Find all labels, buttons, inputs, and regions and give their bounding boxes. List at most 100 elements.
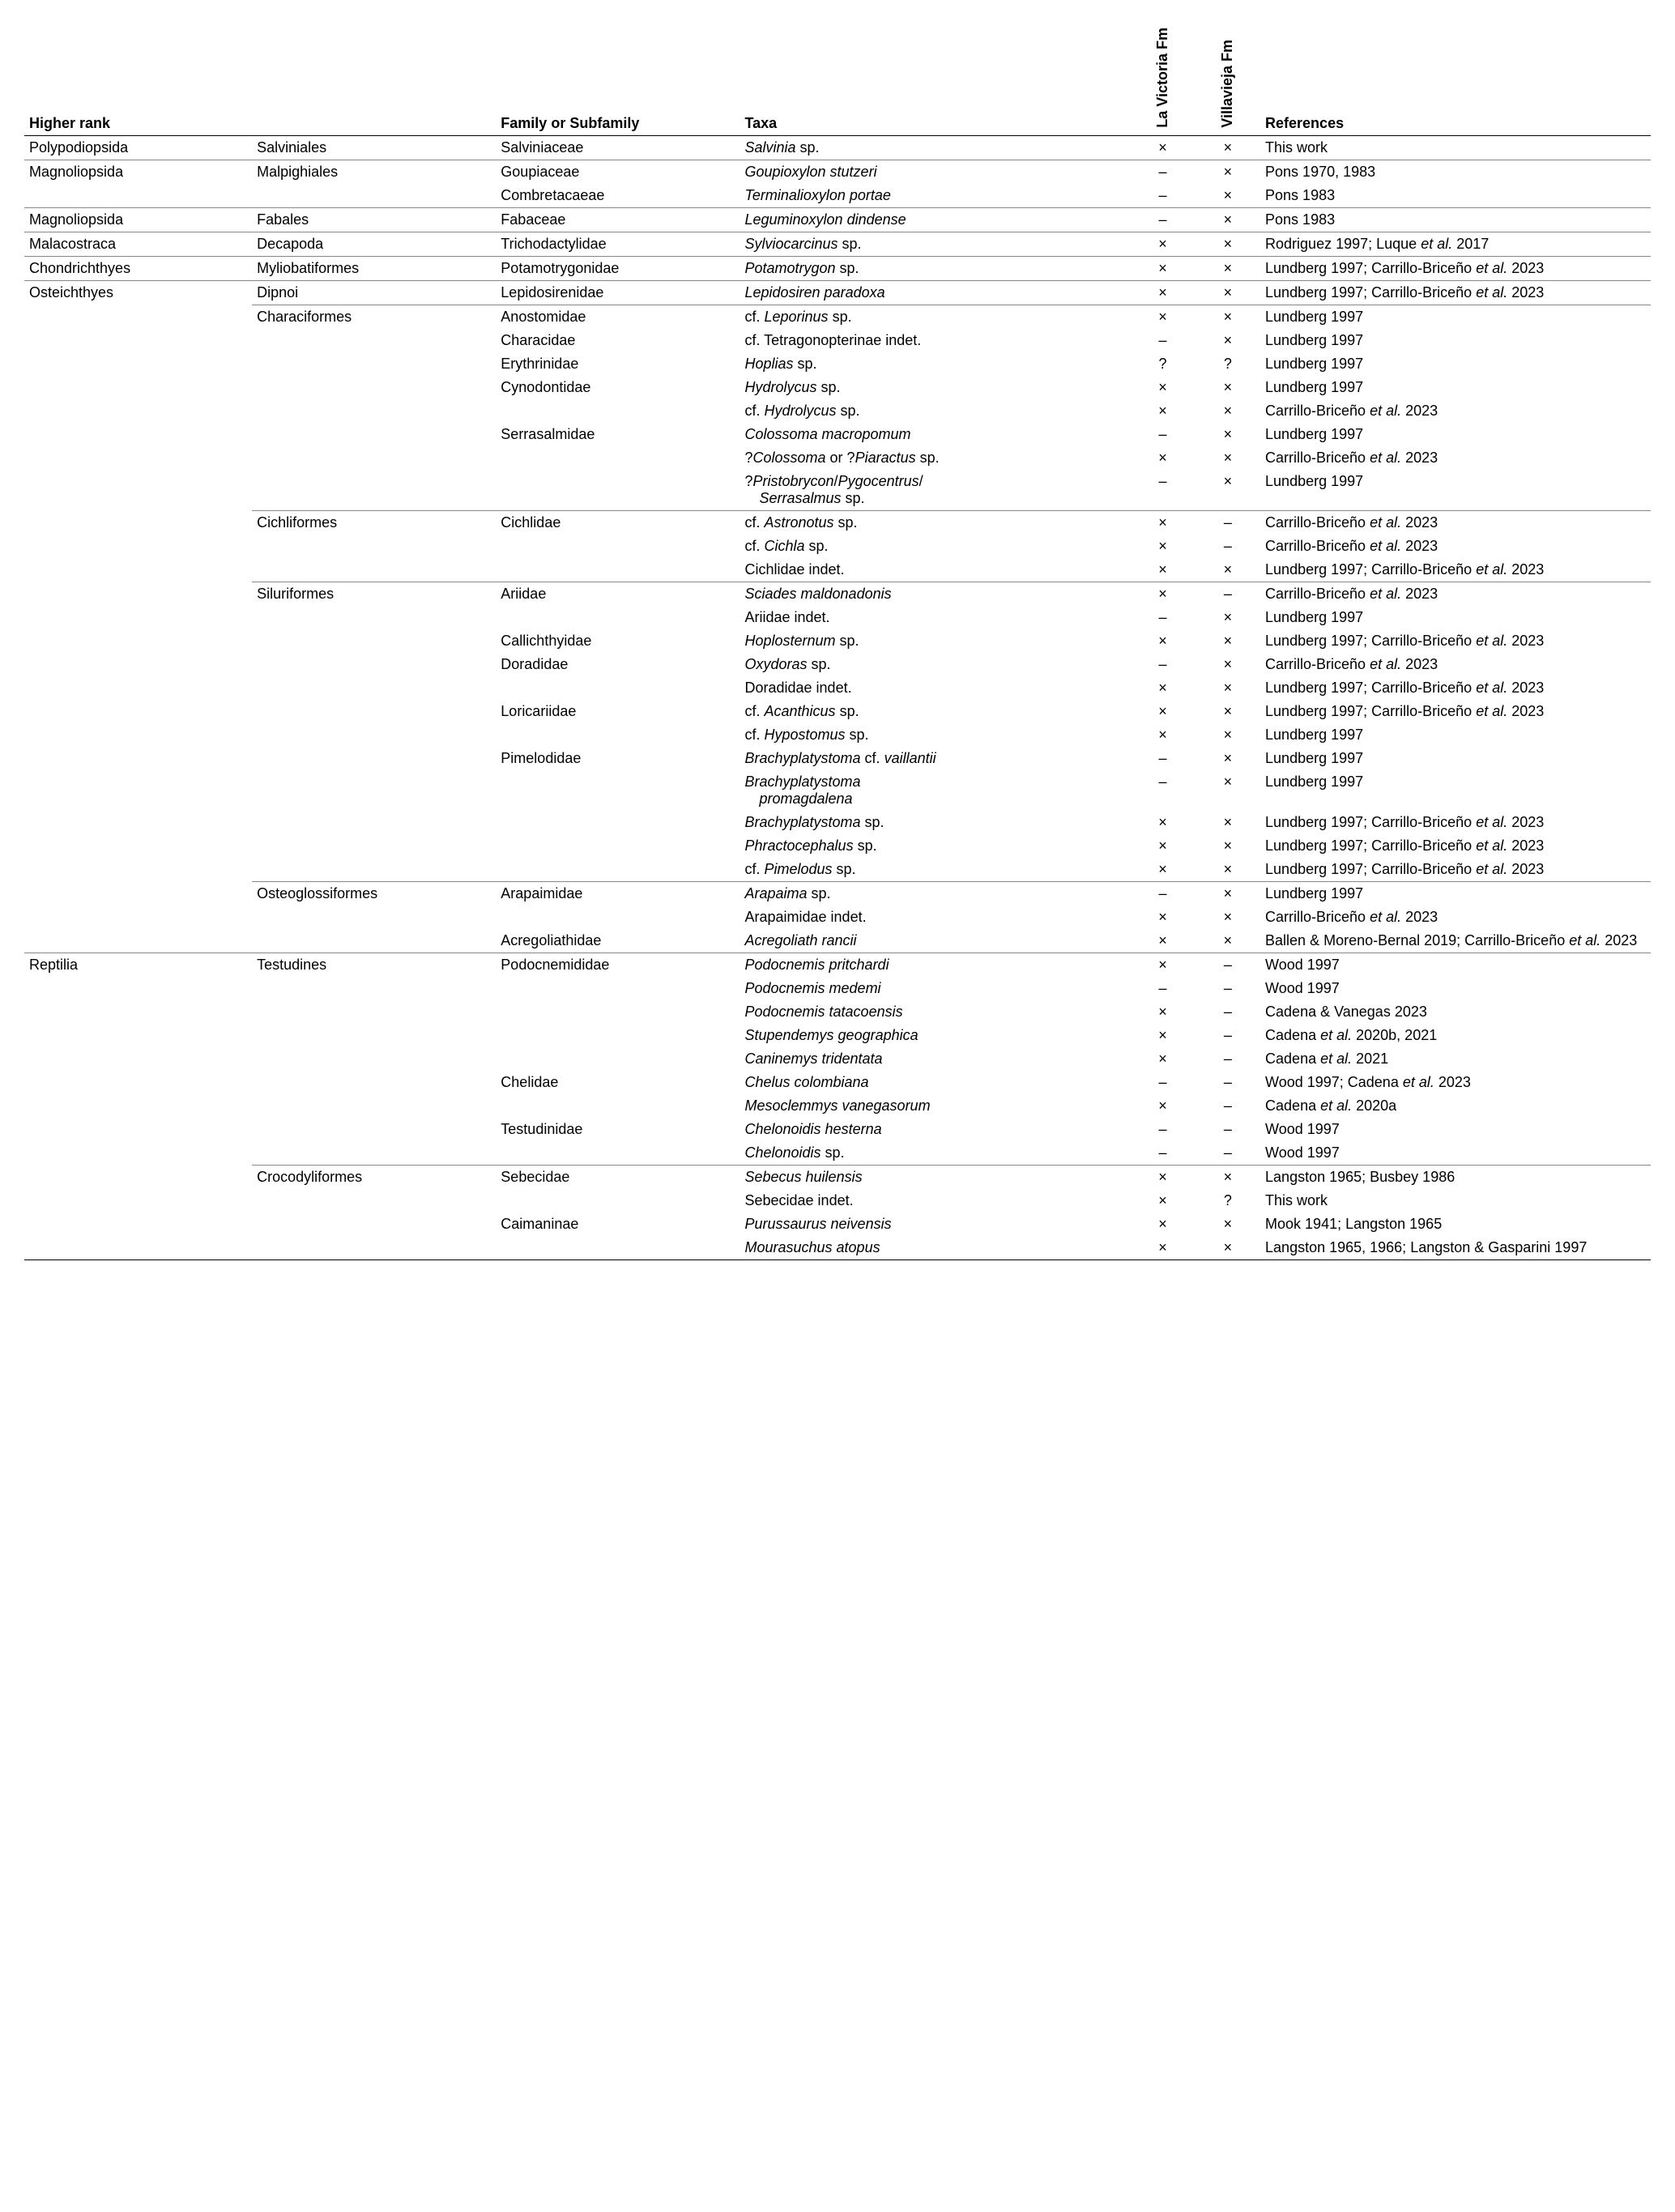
cell-villavieja: × <box>1196 811 1260 834</box>
cell-c3: Serrasalmidae <box>496 423 739 446</box>
cell-references: Lundberg 1997; Carrillo-Briceño et al. 2… <box>1260 629 1651 653</box>
cell-c1 <box>24 535 252 558</box>
cell-villavieja: × <box>1196 160 1260 184</box>
cell-c2: Osteoglossiformes <box>252 881 496 906</box>
cell-la-victoria: × <box>1130 1236 1195 1260</box>
table-row: MagnoliopsidaMalpighialesGoupiaceaeGoupi… <box>24 160 1651 184</box>
cell-c3 <box>496 906 739 929</box>
cell-references: Cadena & Vanegas 2023 <box>1260 1000 1651 1024</box>
cell-la-victoria: – <box>1130 160 1195 184</box>
cell-c2 <box>252 352 496 376</box>
cell-villavieja: × <box>1196 184 1260 208</box>
table-row: Characidaecf. Tetragonopterinae indet.–×… <box>24 329 1651 352</box>
cell-la-victoria: – <box>1130 1071 1195 1094</box>
cell-villavieja: – <box>1196 977 1260 1000</box>
cell-references: Lundberg 1997 <box>1260 329 1651 352</box>
cell-c2 <box>252 906 496 929</box>
cell-c1: Polypodiopsida <box>24 135 252 160</box>
header-row: Higher rank Family or Subfamily Taxa La … <box>24 24 1651 135</box>
cell-villavieja: × <box>1196 1165 1260 1189</box>
cell-la-victoria: – <box>1130 606 1195 629</box>
cell-references: Lundberg 1997 <box>1260 606 1651 629</box>
cell-c2 <box>252 558 496 582</box>
cell-c1 <box>24 977 252 1000</box>
cell-c3: Goupiaceae <box>496 160 739 184</box>
cell-la-victoria: × <box>1130 1189 1195 1213</box>
table-row: Cichlidae indet.××Lundberg 1997; Carrill… <box>24 558 1651 582</box>
cell-c1 <box>24 700 252 723</box>
cell-references: Mook 1941; Langston 1965 <box>1260 1213 1651 1236</box>
cell-c1 <box>24 1189 252 1213</box>
cell-taxa: Chelus colombiana <box>739 1071 1130 1094</box>
cell-taxa: Salvinia sp. <box>739 135 1130 160</box>
cell-c2 <box>252 834 496 858</box>
cell-references: Lundberg 1997; Carrillo-Briceño et al. 2… <box>1260 858 1651 882</box>
cell-references: Lundberg 1997; Carrillo-Briceño et al. 2… <box>1260 700 1651 723</box>
cell-villavieja: × <box>1196 256 1260 280</box>
col-family: Family or Subfamily <box>496 24 739 135</box>
cell-references: Lundberg 1997 <box>1260 881 1651 906</box>
cell-c1 <box>24 929 252 953</box>
cell-c1 <box>24 423 252 446</box>
cell-c1 <box>24 1213 252 1236</box>
col-la-victoria: La Victoria Fm <box>1130 24 1195 135</box>
cell-la-victoria: – <box>1130 747 1195 770</box>
cell-references: Rodriguez 1997; Luque et al. 2017 <box>1260 232 1651 256</box>
cell-villavieja: × <box>1196 305 1260 329</box>
cell-villavieja: ? <box>1196 352 1260 376</box>
cell-references: This work <box>1260 135 1651 160</box>
table-row: Caninemys tridentata×–Cadena et al. 2021 <box>24 1047 1651 1071</box>
cell-c2 <box>252 676 496 700</box>
cell-taxa: Leguminoxylon dindense <box>739 207 1130 232</box>
cell-c3 <box>496 811 739 834</box>
cell-c2 <box>252 1024 496 1047</box>
cell-references: Lundberg 1997; Carrillo-Briceño et al. 2… <box>1260 834 1651 858</box>
cell-c2: Myliobatiformes <box>252 256 496 280</box>
cell-references: Pons 1983 <box>1260 184 1651 208</box>
cell-references: Wood 1997 <box>1260 1141 1651 1166</box>
cell-taxa: cf. Pimelodus sp. <box>739 858 1130 882</box>
cell-c3 <box>496 1024 739 1047</box>
table-row: AcregoliathidaeAcregoliath rancii××Balle… <box>24 929 1651 953</box>
cell-c1 <box>24 1024 252 1047</box>
cell-c2 <box>252 535 496 558</box>
cell-c3: Cynodontidae <box>496 376 739 399</box>
cell-c2: Decapoda <box>252 232 496 256</box>
cell-c1 <box>24 1165 252 1189</box>
cell-villavieja: × <box>1196 1213 1260 1236</box>
cell-la-victoria: × <box>1130 535 1195 558</box>
cell-references: Lundberg 1997; Carrillo-Briceño et al. 2… <box>1260 676 1651 700</box>
table-row: CharaciformesAnostomidaecf. Leporinus sp… <box>24 305 1651 329</box>
cell-la-victoria: × <box>1130 1000 1195 1024</box>
cell-c2: Crocodyliformes <box>252 1165 496 1189</box>
cell-taxa: cf. Tetragonopterinae indet. <box>739 329 1130 352</box>
cell-references: Lundberg 1997; Carrillo-Briceño et al. 2… <box>1260 811 1651 834</box>
cell-references: Lundberg 1997 <box>1260 470 1651 511</box>
cell-villavieja: × <box>1196 723 1260 747</box>
cell-taxa: Oxydoras sp. <box>739 653 1130 676</box>
cell-references: Lundberg 1997 <box>1260 305 1651 329</box>
cell-c3: Potamotrygonidae <box>496 256 739 280</box>
cell-c1 <box>24 881 252 906</box>
table-row: TestudinidaeChelonoidis hesterna––Wood 1… <box>24 1118 1651 1141</box>
table-row: CrocodyliformesSebecidaeSebecus huilensi… <box>24 1165 1651 1189</box>
cell-villavieja: – <box>1196 953 1260 977</box>
cell-c1 <box>24 606 252 629</box>
cell-la-victoria: × <box>1130 723 1195 747</box>
cell-la-victoria: × <box>1130 280 1195 305</box>
cell-c2 <box>252 1071 496 1094</box>
cell-c3: Pimelodidae <box>496 747 739 770</box>
cell-c2 <box>252 1000 496 1024</box>
cell-villavieja: – <box>1196 1141 1260 1166</box>
cell-taxa: Sebecus huilensis <box>739 1165 1130 1189</box>
cell-villavieja: × <box>1196 834 1260 858</box>
table-row: ErythrinidaeHoplias sp.??Lundberg 1997 <box>24 352 1651 376</box>
cell-taxa: Sebecidae indet. <box>739 1189 1130 1213</box>
cell-c3: Podocnemididae <box>496 953 739 977</box>
table-row: Podocnemis tatacoensis×–Cadena & Vanegas… <box>24 1000 1651 1024</box>
table-row: ChondrichthyesMyliobatiformesPotamotrygo… <box>24 256 1651 280</box>
cell-c3 <box>496 858 739 882</box>
cell-villavieja: × <box>1196 280 1260 305</box>
cell-villavieja: × <box>1196 606 1260 629</box>
cell-la-victoria: – <box>1130 770 1195 811</box>
